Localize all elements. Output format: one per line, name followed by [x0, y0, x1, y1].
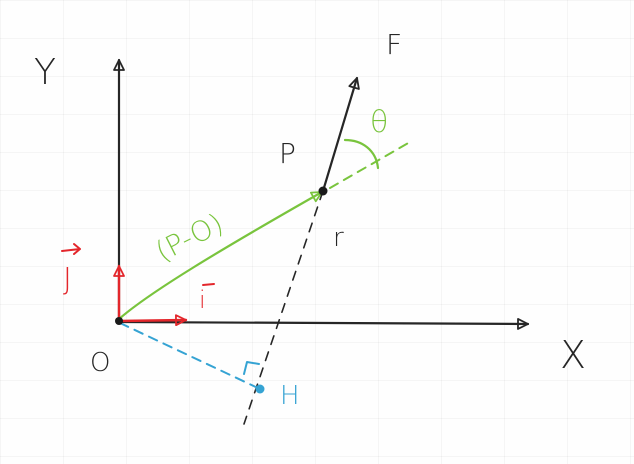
line-of-action-r: [243, 190, 324, 425]
i-overbar: [202, 283, 215, 286]
label-theta: θ: [370, 105, 388, 140]
point-p-dot: [318, 186, 328, 196]
label-force-f: F: [386, 28, 402, 61]
j-overarrow: [61, 243, 81, 255]
label-unit-i: i: [199, 286, 206, 314]
right-angle-mark: [243, 361, 260, 375]
point-h-dot: [255, 384, 265, 394]
label-x-axis: X: [560, 333, 586, 377]
x-axis-line: [117, 318, 530, 330]
label-origin: O: [90, 348, 110, 378]
label-y-axis: Y: [34, 52, 56, 93]
label-line-r: r: [333, 223, 344, 253]
angle-arc: [343, 138, 380, 170]
label-p-minus-o: (P-O): [150, 207, 228, 269]
line-of-action-extension: [329, 141, 411, 189]
position-vector-p-minus-o: [117, 190, 324, 321]
label-point-p: P: [279, 137, 296, 170]
unit-vector-i: [117, 314, 188, 327]
label-unit-j: J: [63, 262, 72, 297]
origin-dot: [115, 317, 123, 325]
label-foot-h: H: [280, 381, 300, 411]
perpendicular-oh: [119, 322, 261, 390]
force-vector: [321, 76, 360, 193]
